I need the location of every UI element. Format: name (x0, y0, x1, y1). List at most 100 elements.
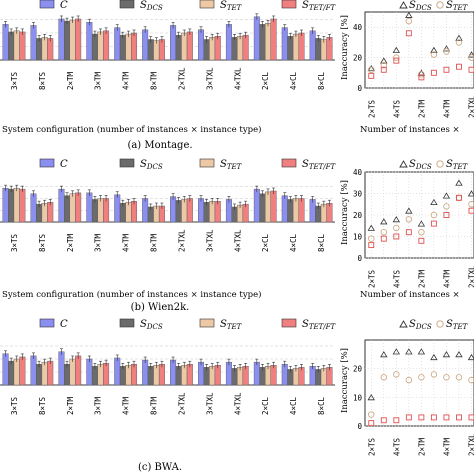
scatter-point-b-S_DCS-8 (467, 190, 474, 197)
scatter-point-a-S_TET_FT-4 (418, 74, 425, 81)
bar-c-S_DCS-2 (64, 364, 70, 386)
scatter-point-c-S_TET_FT-7 (456, 414, 462, 421)
bar-b-S_TET_FT-7 (214, 201, 221, 223)
scatter-legend-dcs-c: SDCS (409, 319, 432, 331)
legend-label-S_DCS-b: SDCS (140, 159, 163, 171)
bar-a-C-7 (198, 29, 204, 61)
bar-c-S_TET-3 (97, 364, 104, 386)
scatter-point-b-S_TET-2 (393, 224, 400, 232)
bar-tick-c-8: 4×TXL (233, 392, 242, 415)
bar-b-S_DCS-9 (259, 193, 266, 223)
scatter-point-b-S_TET-6 (443, 203, 450, 210)
scatter-legend-circ-b (436, 160, 444, 168)
scatter-legend-tet-b: STET (446, 159, 469, 171)
scatter-ytick-b-1: 10 (353, 233, 363, 242)
bar-a-S_TET_FT-5 (158, 39, 165, 61)
scatter-point-b-S_DCS-5 (430, 198, 438, 205)
bar-tick-b-1: 8×TS (38, 233, 47, 252)
bar-b-S_DCS-3 (91, 199, 98, 223)
bar-b-S_TET_FT-0 (19, 188, 26, 223)
bar-a-S_TET_FT-2 (75, 18, 82, 61)
legend-label-S_TET_FT-b: STET/FT (302, 159, 337, 171)
bar-c-C-10 (281, 364, 288, 386)
bar-c-C-7 (198, 361, 204, 386)
bar-c-S_TET_FT-1 (47, 360, 54, 386)
bar-b-S_TET_FT-9 (270, 190, 277, 223)
scatter-point-a-S_TET-3 (405, 17, 413, 25)
scatter-point-a-S_TET-8 (468, 54, 474, 61)
scatter-point-c-S_TET-8 (468, 376, 474, 384)
bar-tick-a-9: 2×CL (261, 71, 270, 90)
scatter-point-b-S_TET-1 (380, 228, 387, 236)
scatter-point-a-S_DCS-0 (367, 64, 375, 72)
bar-a-S_TET_FT-8 (242, 34, 249, 61)
scatter-point-c-S_DCS-6 (442, 351, 451, 358)
scatter-xlabel-a: Number of instances × (360, 125, 460, 135)
bar-xlabel-b: System configuration (number of instance… (2, 289, 261, 300)
scatter-point-b-S_TET_FT-1 (380, 235, 387, 242)
scatter-point-a-S_TET-7 (455, 39, 463, 46)
bar-tick-a-8: 4×TXL (233, 67, 242, 90)
bar-a-S_TET-0 (13, 30, 20, 61)
bar-b-C-6 (170, 196, 177, 223)
bar-tick-b-10: 4×CL (289, 233, 298, 252)
scatter-legend-dcs-a: SDCS (409, 0, 432, 12)
scatter-point-c-S_DCS-2 (392, 348, 401, 355)
legend-swatch-C-c (39, 318, 55, 328)
scatter-xlabel-b: Number of instances × (360, 290, 460, 300)
bar-tick-b-6: 2×TXL (177, 229, 186, 252)
scatter-ytick-a-2: 40 (353, 23, 363, 32)
scatter-point-b-S_TET_FT-2 (393, 233, 400, 240)
bar-tick-c-3: 3×TM (94, 396, 103, 415)
bar-b-S_DCS-6 (175, 200, 182, 223)
scatter-point-a-S_DCS-8 (467, 51, 474, 58)
scatter-point-b-S_DCS-6 (442, 192, 451, 199)
bar-b-C-10 (281, 195, 288, 223)
bar-tick-a-7: 3×TXL (205, 67, 214, 90)
scatter-ylabel-a: Inaccuracy [%] (340, 15, 350, 80)
bar-c-S_TET-0 (13, 358, 20, 386)
legend-swatch-C-b (39, 158, 55, 168)
bar-b-C-1 (30, 193, 37, 223)
bar-b-S_TET-3 (97, 198, 104, 223)
legend-swatch-S_DCS-b (119, 158, 135, 168)
scatter-point-a-S_TET-0 (368, 66, 375, 73)
bar-a-S_TET-10 (292, 33, 299, 61)
bar-a-S_TET-9 (265, 23, 271, 61)
bar-a-S_TET_FT-1 (47, 38, 54, 61)
bar-b-S_TET-2 (69, 193, 76, 223)
bar-a-C-3 (86, 22, 93, 61)
bar-b-C-11 (309, 199, 316, 223)
bar-tick-a-2: 2×TM (66, 71, 75, 90)
bar-c-C-0 (2, 353, 9, 386)
scatter-point-c-S_TET_FT-0 (368, 420, 375, 427)
legend-swatch-S_DCS-c (119, 318, 135, 328)
scatter-ytick-b-2: 20 (353, 211, 363, 220)
bar-a-S_TET_FT-3 (103, 30, 110, 61)
bar-tick-c-9: 2×CL (261, 396, 270, 415)
bar-tick-c-0: 3×TS (10, 396, 19, 415)
bar-a-S_TET_FT-9 (270, 18, 277, 61)
scatter-point-b-S_DCS-3 (405, 207, 413, 214)
scatter-ytick-c-1: 10 (353, 393, 363, 402)
bar-tick-c-4: 4×TM (122, 396, 131, 415)
bar-tick-a-5: 8×TM (150, 71, 159, 90)
scatter-point-a-S_TET-2 (393, 54, 400, 61)
bar-a-S_TET_FT-0 (19, 31, 26, 61)
bar-c-S_TET_FT-5 (158, 364, 165, 386)
scatter-ytick-c-0: 0 (357, 422, 362, 431)
scatter-point-a-S_TET_FT-0 (368, 72, 375, 79)
bar-a-S_TET-11 (320, 39, 327, 61)
bar-xlabel-a: System configuration (number of instance… (2, 124, 261, 135)
bar-a-S_TET-8 (237, 36, 244, 61)
scatter-tick-a-6: 4×TM (442, 99, 451, 118)
bar-tick-c-10: 4×CL (289, 396, 298, 415)
bar-a-S_DCS-10 (287, 36, 294, 61)
scatter-point-b-S_TET-3 (405, 216, 413, 223)
panel-b: C SDCS STET STET/FT SDCS STET 3×TS 8×TS 2×TM 3×TM… (0, 158, 474, 313)
legend-swatch-S_TET_FT-b (281, 158, 297, 168)
bar-a-S_DCS-2 (64, 20, 70, 61)
bar-b-C-2 (58, 188, 65, 223)
caption-a: (a) Montage. (127, 140, 192, 151)
scatter-point-b-S_DCS-2 (392, 216, 401, 223)
